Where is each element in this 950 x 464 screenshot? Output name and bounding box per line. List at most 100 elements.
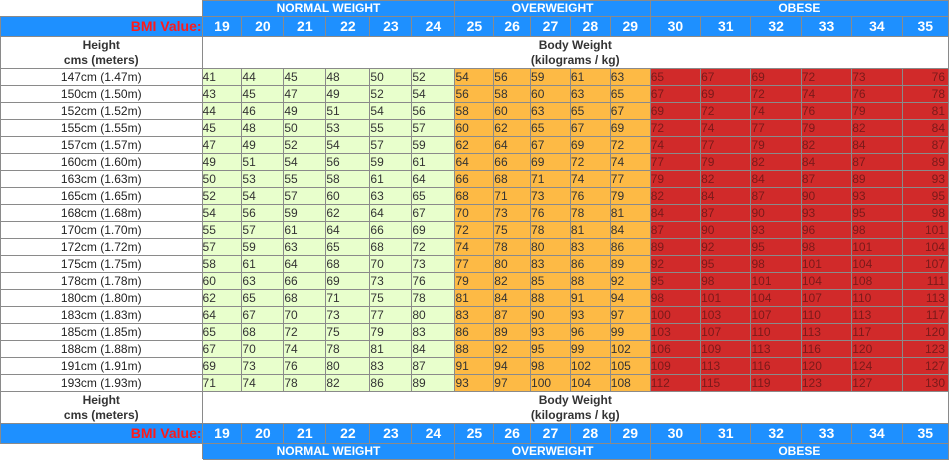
weight-cell: 79 [454, 272, 495, 290]
weight-cell: 107 [750, 306, 802, 324]
weight-cell: 74 [800, 85, 853, 103]
weight-cell: 77 [454, 255, 495, 273]
weight-cell: 61 [241, 255, 285, 273]
weight-cell: 52 [369, 85, 413, 103]
bmi-value-32: 32 [750, 16, 802, 37]
weight-cell: 78 [569, 204, 611, 222]
weight-cell: 53 [241, 170, 285, 188]
weight-cell: 64 [369, 204, 413, 222]
weight-cell: 101 [700, 289, 752, 307]
weight-cell: 44 [201, 102, 243, 120]
weight-cell: 61 [411, 153, 456, 171]
height-cell: 150cm (1.50m) [0, 85, 203, 103]
weight-cell: 77 [609, 170, 651, 188]
bmi-value-31-bottom: 31 [700, 423, 752, 444]
weight-cell: 90 [800, 187, 853, 205]
weight-cell: 81 [369, 340, 413, 358]
bmi-value-28: 28 [569, 16, 611, 37]
weight-cell: 65 [530, 119, 571, 137]
bmi-value-20: 20 [241, 16, 285, 37]
weight-cell: 82 [493, 272, 532, 290]
weight-cell: 65 [241, 289, 285, 307]
weight-cell: 86 [369, 374, 413, 392]
weight-cell: 55 [201, 221, 243, 239]
weight-cell: 59 [369, 153, 413, 171]
weight-cell: 98 [750, 255, 802, 273]
weight-cell: 87 [700, 204, 752, 222]
table-row: 165cm (1.65m) 52 54 57 60 63 65 68 71 73 76 79 82 84 8… [0, 187, 950, 205]
weight-cell: 94 [493, 357, 532, 375]
weight-cell: 89 [411, 374, 456, 392]
weight-cell: 123 [800, 374, 853, 392]
weight-cell: 84 [750, 170, 802, 188]
weight-cell: 87 [901, 136, 950, 154]
weight-cell: 78 [411, 289, 456, 307]
weight-cell: 58 [201, 255, 243, 273]
bmi-value-24: 24 [411, 16, 456, 37]
weight-cell: 64 [201, 306, 243, 324]
table-row: 160cm (1.60m) 49 51 54 56 59 61 64 66 69 72 74 77 79 8… [0, 153, 950, 171]
weight-cell: 60 [201, 272, 243, 290]
weight-cell: 68 [369, 238, 413, 256]
weight-cell: 62 [201, 289, 243, 307]
weight-cell: 73 [530, 187, 571, 205]
bmi-value-30-bottom: 30 [649, 423, 702, 444]
weight-cell: 67 [241, 306, 285, 324]
weight-cell: 70 [369, 255, 413, 273]
weight-cell: 61 [369, 170, 413, 188]
table-row: 180cm (1.80m) 62 65 68 71 75 78 81 84 88 91 94 98 101… [0, 289, 950, 307]
weight-cell: 73 [493, 204, 532, 222]
weight-cell: 50 [201, 170, 243, 188]
weight-cell: 75 [325, 323, 371, 341]
body-weight-header-line1: Body Weight [538, 37, 612, 52]
weight-cell: 51 [241, 153, 285, 171]
weight-cell: 113 [800, 323, 853, 341]
weight-cell: 54 [201, 204, 243, 222]
weight-cell: 87 [851, 153, 903, 171]
weight-cell: 112 [649, 374, 702, 392]
weight-cell: 107 [800, 289, 853, 307]
weight-cell: 80 [530, 238, 571, 256]
weight-cell: 66 [493, 153, 532, 171]
weight-cell: 67 [700, 68, 752, 86]
weight-cell: 88 [569, 272, 611, 290]
weight-cell: 82 [700, 170, 752, 188]
bmi-value-29-bottom: 29 [609, 423, 651, 444]
height-cell: 165cm (1.65m) [0, 187, 203, 205]
weight-cell: 69 [411, 221, 456, 239]
table-row: 193cm (1.93m) 71 74 78 82 86 89 93 97 100 104 108 11… [0, 374, 950, 392]
weight-cell: 73 [411, 255, 456, 273]
body-weight-header-line1-bottom: Body Weight [538, 392, 612, 407]
weight-cell: 107 [901, 255, 950, 273]
weight-cell: 86 [609, 238, 651, 256]
weight-cell: 93 [454, 374, 495, 392]
weight-cell: 92 [649, 255, 702, 273]
weight-cell: 72 [609, 136, 651, 154]
table-row: 157cm (1.57m) 47 49 52 54 57 59 62 64 67 69 72 74 77 7… [0, 136, 950, 154]
weight-cell: 97 [609, 306, 651, 324]
weight-cell: 47 [201, 136, 243, 154]
column-header-row-top: Height cms (meters) Body Weight (kilogra… [0, 36, 950, 69]
weight-cell: 72 [649, 119, 702, 137]
category-overweight: OVERWEIGHT [454, 0, 651, 17]
weight-cell: 87 [411, 357, 456, 375]
weight-cell: 70 [283, 306, 327, 324]
weight-cell: 92 [493, 340, 532, 358]
weight-cell: 103 [649, 323, 702, 341]
bmi-value-32-bottom: 32 [750, 423, 802, 444]
weight-cell: 74 [609, 153, 651, 171]
weight-cell: 81 [569, 221, 611, 239]
weight-cell: 61 [569, 68, 611, 86]
weight-cell: 79 [750, 136, 802, 154]
weight-cell: 90 [700, 221, 752, 239]
weight-cell: 68 [493, 170, 532, 188]
table-row: 185cm (1.85m) 65 68 72 75 79 83 86 89 93 96 99 103 10… [0, 323, 950, 341]
weight-cell: 106 [649, 340, 702, 358]
weight-cell: 72 [454, 221, 495, 239]
weight-cell: 97 [493, 374, 532, 392]
weight-cell: 71 [201, 374, 243, 392]
weight-cell: 81 [901, 102, 950, 120]
weight-cell: 57 [283, 187, 327, 205]
weight-cell: 54 [369, 102, 413, 120]
